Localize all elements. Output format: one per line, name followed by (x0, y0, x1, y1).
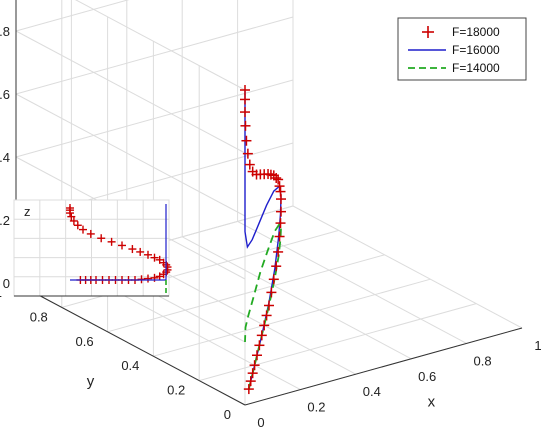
series-layer (240, 85, 286, 395)
inset-marker-f-18000 (118, 241, 126, 250)
series-marker-f-18000 (240, 85, 250, 95)
x-tick-label: 0 (257, 415, 264, 430)
inset-marker-f-18000 (107, 237, 116, 246)
series-marker-f-18000 (271, 261, 282, 272)
inset-marker-f-18000 (136, 247, 145, 256)
series-line-f-14000 (244, 222, 282, 390)
inset-marker-f-18000 (150, 253, 159, 262)
series-marker-f-18000 (261, 310, 272, 321)
grid-line-back-right (15, 79, 294, 158)
series-marker-f-18000 (254, 340, 265, 351)
grid-line-back-right (15, 0, 130, 32)
series-marker-f-18000 (247, 166, 258, 177)
series-marker-f-18000 (249, 360, 260, 371)
grid-line-back-left (15, 93, 246, 217)
series-marker-f-18000 (259, 320, 270, 331)
z-tick-label: 0.4 (0, 150, 10, 165)
series-marker-f-18000 (268, 274, 279, 285)
x-tick-label: 0.8 (474, 353, 492, 368)
series-marker-f-18000 (276, 206, 286, 217)
y-axis-label: y (87, 373, 95, 390)
series-marker-f-18000 (240, 107, 250, 118)
inset-marker-f-18000 (155, 255, 164, 264)
series-marker-f-18000 (247, 368, 258, 379)
inset-marker-f-18000 (128, 245, 137, 254)
grid-line-floor (292, 205, 523, 329)
grid-line-floor (153, 278, 431, 357)
x-axis-label: x (428, 394, 436, 411)
x-tick-label: 1 (534, 338, 541, 353)
inset-marker-f-18000 (137, 275, 146, 284)
grid-line-floor (181, 236, 412, 360)
inset-marker-f-18000 (73, 221, 82, 230)
series-marker-f-18000 (266, 287, 277, 298)
y-tick-label: 0 (224, 407, 231, 422)
grid-line-back-right (15, 16, 294, 95)
inset-plot: z (13, 199, 172, 297)
x-axis-line (244, 327, 523, 406)
inset-marker-f-18000 (144, 274, 152, 283)
legend: F=18000 F=16000 F=14000 (397, 17, 527, 81)
series-marker-f-18000 (256, 330, 267, 341)
legend-label-f-16000: F=16000 (452, 43, 500, 57)
legend-label-f-14000: F=14000 (452, 61, 500, 75)
series-marker-f-18000 (274, 181, 285, 192)
series-line-f-16000 (244, 90, 282, 390)
inset-marker-f-18000 (79, 225, 87, 234)
y-tick-label: 1 (0, 285, 2, 300)
series-marker-f-18000 (240, 94, 250, 105)
series-marker-f-18000 (245, 376, 256, 387)
series-marker-f-18000 (273, 174, 284, 185)
series-marker-f-18000 (274, 231, 285, 242)
series-marker-f-18000 (275, 186, 286, 197)
legend-swatch-f-18000 (422, 26, 434, 38)
series-marker-f-18000 (241, 135, 252, 146)
y-tick-label: 0.2 (167, 383, 185, 398)
inset-marker-f-18000 (97, 234, 106, 243)
series-marker-f-18000 (242, 148, 253, 159)
inset-marker-f-18000 (67, 212, 76, 221)
x-tick-label: 0.2 (307, 400, 325, 415)
z-tick-label: 0.8 (0, 24, 10, 39)
z-tick-label: 0.2 (0, 213, 10, 228)
series-marker-f-18000 (252, 350, 262, 361)
inset-z-label: z (24, 204, 31, 219)
x-tick-label: 0.4 (363, 384, 381, 399)
inset-marker-f-18000 (86, 229, 95, 238)
series-marker-f-18000 (244, 159, 255, 170)
legend-label-f-18000: F=18000 (452, 25, 500, 39)
series-marker-f-18000 (275, 218, 286, 229)
z-tick-label: 0.6 (0, 87, 10, 102)
legend-box (397, 17, 527, 81)
x-tick-label: 0.6 (418, 369, 436, 384)
series-marker-f-18000 (264, 300, 274, 311)
series-marker-f-18000 (243, 384, 254, 395)
y-axis-line (15, 282, 246, 406)
inset-marker-f-18000 (144, 250, 152, 259)
series-marker-f-18000 (273, 246, 284, 257)
y-tick-label: 0.6 (76, 334, 94, 349)
grid-line-floor (237, 220, 467, 344)
z-tick-label: 0 (3, 276, 10, 291)
inset-marker-f-18000 (69, 216, 78, 225)
grid-line-back-left (75, 0, 246, 91)
y-tick-label: 0.4 (121, 358, 139, 373)
grid-line-back-left (15, 30, 246, 154)
series-marker-f-18000 (240, 120, 251, 131)
y-tick-label: 0.8 (30, 309, 48, 324)
inset-marker-f-18000 (66, 204, 74, 212)
